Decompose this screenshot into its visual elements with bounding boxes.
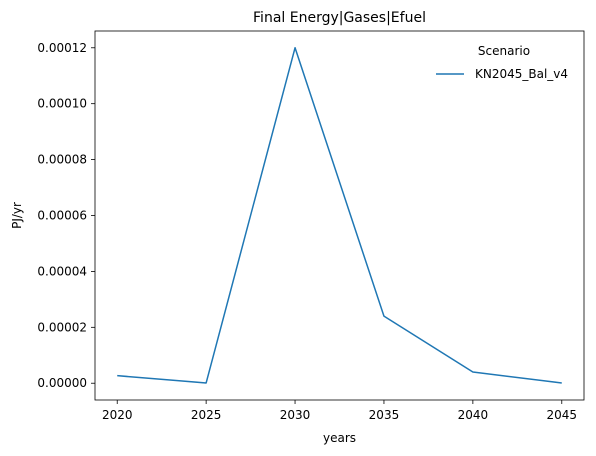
x-tick-label: 2040 xyxy=(458,408,489,422)
x-tick-label: 2045 xyxy=(546,408,577,422)
y-tick-label: 0.00008 xyxy=(37,153,87,167)
x-tick-label: 2030 xyxy=(280,408,311,422)
legend-entry-label: KN2045_Bal_v4 xyxy=(475,67,568,81)
plot-area-frame xyxy=(94,30,585,401)
x-axis: 2020 2025 2030 2035 2040 2045 xyxy=(102,400,577,422)
y-tick-label: 0.00010 xyxy=(37,97,87,111)
y-axis-label: PJ/yr xyxy=(10,202,24,229)
chart-title: Final Energy|Gases|Efuel xyxy=(253,10,426,26)
legend-title: Scenario xyxy=(478,44,530,58)
series-line xyxy=(117,47,562,384)
y-tick-label: 0.00000 xyxy=(37,376,87,390)
legend: Scenario KN2045_Bal_v4 xyxy=(436,44,568,81)
x-tick-label: 2025 xyxy=(191,408,222,422)
x-axis-label: years xyxy=(323,431,356,445)
y-axis: 0.00000 0.00002 0.00004 0.00006 0.00008 0.000… xyxy=(37,41,95,390)
x-tick-label: 2035 xyxy=(369,408,400,422)
y-tick-label: 0.00012 xyxy=(37,41,87,55)
x-tick-label: 2020 xyxy=(102,408,133,422)
y-tick-label: 0.00002 xyxy=(37,320,87,334)
series-layer xyxy=(117,47,562,384)
y-tick-label: 0.00004 xyxy=(37,264,87,278)
y-tick-label: 0.00006 xyxy=(37,209,87,223)
